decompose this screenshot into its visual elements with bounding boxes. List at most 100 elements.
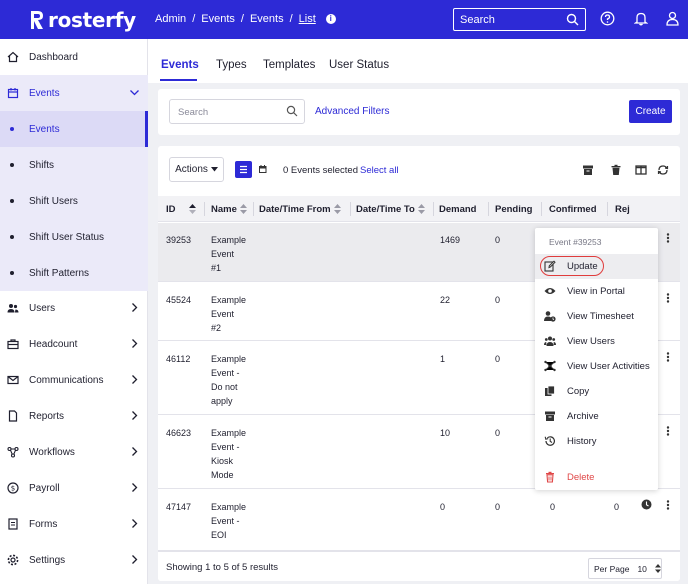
breadcrumb-admin[interactable]: Admin xyxy=(155,13,187,25)
kebab-menu-icon[interactable] xyxy=(666,352,670,362)
breadcrumb-events-2[interactable]: Events xyxy=(249,13,284,25)
cell-id: 46623 xyxy=(166,428,192,438)
sidebar-item-reports[interactable]: Reports xyxy=(0,398,148,434)
kebab-menu-icon[interactable] xyxy=(666,500,670,510)
sidebar-subitem-shifts[interactable]: Shifts xyxy=(0,147,148,183)
clock-icon[interactable] xyxy=(641,499,652,510)
cell-demand: 0 xyxy=(440,502,446,512)
menu-item-copy[interactable]: Copy xyxy=(535,379,658,404)
table-row[interactable]: 47147 Example Event - EOI 0 0 0 0 xyxy=(158,490,680,551)
create-button[interactable]: Create xyxy=(629,100,672,123)
sidebar-item-label: Shifts xyxy=(29,159,55,171)
sidebar-item-users[interactable]: Users xyxy=(0,290,148,326)
list-icon xyxy=(240,165,247,174)
help-icon[interactable] xyxy=(600,11,615,26)
archive-icon[interactable] xyxy=(582,164,594,176)
cell-pending: 0 xyxy=(495,354,501,364)
advanced-filters-link[interactable]: Advanced Filters xyxy=(315,106,390,117)
info-icon[interactable]: i xyxy=(325,14,336,24)
tab-templates[interactable]: Templates xyxy=(263,59,316,71)
users-icon xyxy=(7,304,19,313)
sidebar-item-headcount[interactable]: Headcount xyxy=(0,326,148,362)
chevron-right-icon xyxy=(132,519,138,528)
cell-pending: 0 xyxy=(495,235,501,245)
menu-item-label: Delete xyxy=(567,472,595,483)
menu-item-archive[interactable]: Archive xyxy=(535,404,658,429)
column-header-demand[interactable]: Demand xyxy=(439,204,477,215)
menu-item-delete[interactable]: Delete xyxy=(535,465,658,490)
user-clock-icon xyxy=(544,311,556,322)
cell-name[interactable]: Example Event - Do not apply xyxy=(211,354,247,406)
chevron-down-icon xyxy=(130,90,139,96)
cell-name[interactable]: Example Event #1 xyxy=(211,235,247,273)
menu-item-history[interactable]: History xyxy=(535,429,658,454)
tab-user-status[interactable]: User Status xyxy=(329,59,390,71)
columns-icon[interactable] xyxy=(635,164,647,176)
column-header-rejected[interactable]: Rej xyxy=(615,204,630,215)
event-search[interactable] xyxy=(169,99,305,124)
sidebar-item-communications[interactable]: Communications xyxy=(0,362,148,398)
search-icon[interactable] xyxy=(286,105,298,117)
global-search-input[interactable] xyxy=(460,13,560,27)
cell-name[interactable]: Example Event - EOI xyxy=(211,502,247,540)
bell-icon[interactable] xyxy=(634,11,648,26)
breadcrumb-events[interactable]: Events xyxy=(201,13,235,25)
column-header-confirmed[interactable]: Confirmed xyxy=(549,204,597,215)
sidebar-item-events[interactable]: Events xyxy=(0,75,148,111)
tab-types[interactable]: Types xyxy=(216,59,247,71)
chevron-right-icon xyxy=(132,375,138,384)
trash-icon xyxy=(546,471,554,483)
search-icon[interactable] xyxy=(566,13,579,26)
menu-item-label: View Users xyxy=(567,336,615,347)
cell-name[interactable]: Example Event - Kiosk Mode xyxy=(211,428,247,480)
refresh-icon[interactable] xyxy=(657,164,669,176)
column-header-id[interactable]: ID xyxy=(166,204,196,215)
per-page-select[interactable]: Per Page 10 xyxy=(588,558,662,579)
chevron-right-icon xyxy=(132,303,138,312)
kebab-menu-icon[interactable] xyxy=(666,293,670,303)
calendar-view-button[interactable] xyxy=(254,161,271,178)
cell-demand: 1 xyxy=(440,354,446,364)
sidebar-item-forms[interactable]: Forms xyxy=(0,506,148,542)
sidebar-item-label: Shift User Status xyxy=(29,231,105,243)
sidebar-item-settings[interactable]: Settings xyxy=(0,542,148,578)
sidebar-subitem-shift-users[interactable]: Shift Users xyxy=(0,183,148,219)
actions-dropdown[interactable]: Actions xyxy=(169,157,224,182)
column-header-pending[interactable]: Pending xyxy=(495,204,533,215)
sidebar-item-label: Events xyxy=(29,87,60,99)
list-view-button[interactable] xyxy=(235,161,252,178)
brand-logo[interactable]: rosterfy xyxy=(30,8,136,32)
column-header-date-to[interactable]: Date/Time To xyxy=(356,204,425,215)
kebab-menu-icon[interactable] xyxy=(666,233,670,243)
chevron-right-icon xyxy=(132,483,138,492)
table-header: ID Name Date/Time From Date/Time To Dema… xyxy=(158,196,680,222)
sidebar-item-payroll[interactable]: $ Payroll xyxy=(0,470,148,506)
menu-item-view-user-activities[interactable]: View User Activities xyxy=(535,354,658,379)
cell-id: 39253 xyxy=(166,235,192,245)
column-divider xyxy=(488,202,489,216)
menu-item-view-users[interactable]: View Users xyxy=(535,329,658,354)
sidebar-subitem-events[interactable]: Events xyxy=(0,111,148,147)
event-search-input[interactable] xyxy=(178,105,278,119)
column-header-date-from[interactable]: Date/Time From xyxy=(259,204,341,215)
sidebar-subitem-shift-user-status[interactable]: Shift User Status xyxy=(0,219,148,255)
sidebar-item-label: Headcount xyxy=(29,338,78,350)
cell-demand: 10 xyxy=(440,428,451,438)
sidebar-item-workflows[interactable]: Workflows xyxy=(0,434,148,470)
sidebar-item-dashboard[interactable]: Dashboard xyxy=(0,39,148,75)
column-divider xyxy=(350,202,351,216)
select-all-link[interactable]: Select all xyxy=(360,165,399,176)
cell-name[interactable]: Example Event #2 xyxy=(211,295,247,333)
tab-events[interactable]: Events xyxy=(161,59,199,71)
breadcrumb-list[interactable]: List xyxy=(298,13,316,25)
user-icon[interactable] xyxy=(666,11,679,26)
menu-item-view-in-portal[interactable]: View in Portal xyxy=(535,279,658,304)
global-search[interactable] xyxy=(453,8,586,31)
cell-confirmed: 0 xyxy=(550,502,556,512)
sidebar-subitem-shift-patterns[interactable]: Shift Patterns xyxy=(0,255,148,291)
kebab-menu-icon[interactable] xyxy=(666,426,670,436)
cell-id: 46112 xyxy=(166,354,191,364)
menu-item-view-timesheet[interactable]: View Timesheet xyxy=(535,304,658,329)
trash-icon[interactable] xyxy=(610,164,622,176)
column-header-name[interactable]: Name xyxy=(211,204,247,215)
